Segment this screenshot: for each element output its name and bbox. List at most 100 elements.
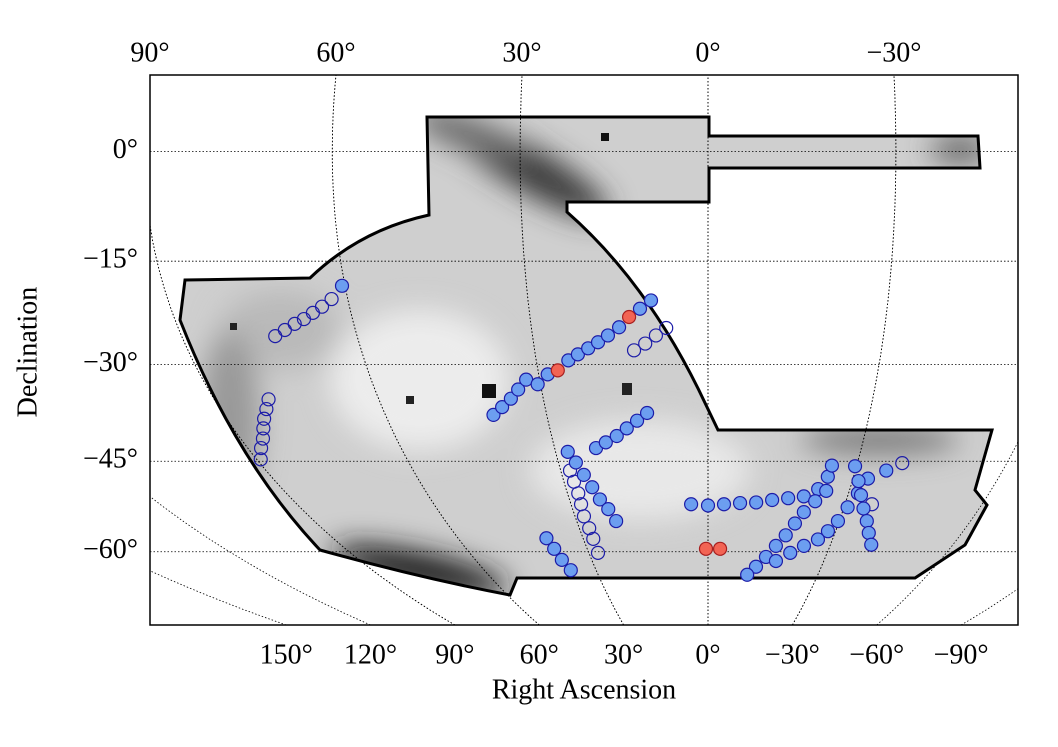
- x2-tick-label: 30°: [502, 37, 541, 68]
- point: [740, 567, 755, 582]
- point: [598, 435, 613, 450]
- point: [563, 563, 578, 578]
- point: [768, 553, 784, 569]
- x-tick-label: 90°: [435, 639, 474, 670]
- point: [781, 491, 796, 506]
- point: [840, 500, 855, 515]
- point: [787, 516, 803, 531]
- point: [626, 343, 642, 358]
- point: [287, 316, 302, 331]
- point: [590, 545, 606, 560]
- point: [632, 301, 648, 316]
- y-tick-label: −30°: [83, 347, 138, 378]
- point: [748, 559, 764, 574]
- point: [511, 382, 526, 397]
- point: [716, 497, 732, 512]
- point: [810, 532, 826, 547]
- y-tick-label: −15°: [83, 244, 138, 275]
- point: [601, 501, 616, 517]
- x-tick-label: −60°: [849, 639, 904, 670]
- point: [895, 456, 910, 471]
- point: [861, 525, 876, 541]
- point: [586, 531, 601, 546]
- point: [732, 495, 748, 511]
- grid-line: [331, 75, 540, 625]
- y-tick-label: −45°: [83, 444, 138, 475]
- point: [765, 492, 780, 508]
- point: [853, 488, 869, 503]
- point: [712, 541, 728, 556]
- point: [256, 421, 271, 436]
- x-axis-label: Right Ascension: [492, 674, 676, 705]
- point: [257, 411, 272, 426]
- point: [547, 541, 562, 556]
- x2-tick-label: 60°: [316, 37, 355, 68]
- point: [778, 528, 793, 543]
- point: [570, 347, 585, 362]
- point: [659, 320, 674, 336]
- point: [550, 363, 565, 378]
- point: [611, 320, 627, 335]
- point: [530, 377, 545, 392]
- point: [600, 328, 616, 343]
- point: [585, 480, 600, 495]
- point: [255, 431, 271, 446]
- point: [808, 494, 823, 509]
- point: [851, 473, 866, 489]
- point: [314, 299, 330, 314]
- point: [582, 521, 597, 536]
- point: [495, 400, 510, 415]
- point: [576, 467, 591, 483]
- point: [503, 391, 518, 406]
- point: [253, 440, 269, 456]
- point: [830, 513, 846, 529]
- point: [824, 458, 840, 473]
- point: [568, 455, 583, 470]
- point: [576, 509, 592, 524]
- point: [590, 335, 606, 350]
- x-tick-label: −90°: [934, 639, 989, 670]
- point: [859, 513, 874, 529]
- point: [560, 444, 575, 459]
- x2-tick-label: 0°: [695, 37, 720, 68]
- point: [879, 463, 894, 478]
- point: [638, 336, 653, 351]
- point: [768, 538, 783, 553]
- point: [819, 483, 834, 498]
- point: [643, 293, 659, 308]
- frame: [149, 74, 1019, 626]
- x-tick-label: 0°: [695, 639, 720, 670]
- point: [324, 291, 339, 307]
- point: [796, 504, 811, 520]
- point: [700, 498, 716, 513]
- point: [539, 531, 554, 546]
- point: [856, 501, 871, 516]
- point: [619, 421, 634, 436]
- point: [820, 524, 836, 539]
- x-tick-label: 60°: [520, 639, 559, 670]
- y-tick-label: 0°: [113, 134, 138, 165]
- point: [796, 538, 812, 553]
- points: [253, 278, 910, 582]
- point: [609, 428, 624, 444]
- point: [698, 541, 714, 556]
- point: [639, 405, 655, 421]
- point: [621, 309, 637, 325]
- grid-line: [150, 496, 371, 625]
- point: [334, 278, 350, 293]
- point: [749, 495, 764, 510]
- point: [847, 459, 863, 474]
- point: [554, 552, 569, 567]
- x-tick-label: 120°: [344, 639, 397, 670]
- point: [629, 413, 645, 428]
- y-tick-label: −60°: [83, 534, 138, 565]
- x2-tick-label: 90°: [130, 37, 169, 68]
- x2-tick-label: −30°: [867, 37, 922, 68]
- point: [648, 328, 664, 343]
- point: [261, 392, 276, 407]
- point: [684, 497, 699, 512]
- point: [571, 486, 586, 501]
- point: [609, 513, 624, 529]
- point: [592, 492, 608, 507]
